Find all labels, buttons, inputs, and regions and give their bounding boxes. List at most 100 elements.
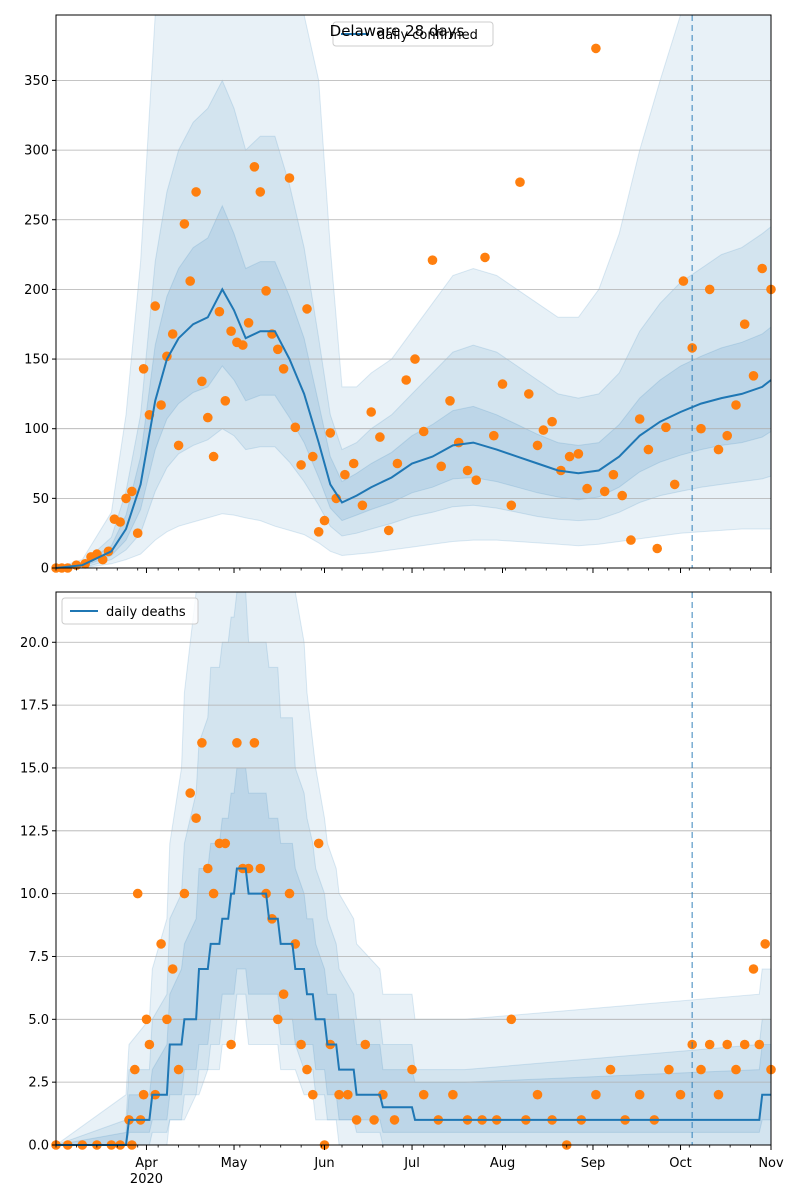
confirmed-observed-point — [427, 255, 438, 265]
deaths-observed-point — [754, 1039, 765, 1050]
confirmed-observed-point — [255, 187, 266, 197]
confirmed-observed-point — [392, 458, 403, 469]
deaths-axes-frame — [55, 591, 772, 1146]
confirmed-observed-point — [167, 329, 178, 339]
confirmed-observed-point — [445, 396, 455, 406]
confirmed-observed-point — [296, 460, 306, 470]
confirmed-observed-point — [249, 162, 260, 172]
confirmed-observed-point — [573, 449, 584, 459]
confirmed-observed-point — [357, 500, 368, 511]
deaths-observed-point — [731, 1064, 741, 1075]
confirmed-observed-point — [308, 451, 318, 462]
x-tick-label: Jul — [403, 1156, 420, 1171]
confirmed-observed-point — [757, 263, 767, 274]
confirmed-observed-point — [704, 284, 715, 295]
deaths-observed-point — [284, 888, 295, 899]
deaths-observed-point — [739, 1039, 750, 1050]
x-tick-label: Sep — [581, 1156, 606, 1171]
confirmed-observed-point — [652, 543, 662, 554]
confirmed-observed-point — [375, 432, 385, 442]
confirmed-gridlines — [56, 80, 771, 499]
deaths-observed-point — [156, 939, 166, 949]
confirmed-observed-point — [273, 344, 283, 355]
confirmed-observed-point — [661, 422, 671, 433]
confirmed-observed-point — [214, 306, 225, 317]
confirmed-observed-points — [51, 43, 776, 573]
confirmed-observed-point — [538, 425, 549, 435]
confirmed-observed-point — [748, 371, 759, 381]
deaths-observed-point — [278, 989, 289, 999]
deaths-y-tick-label: 7.5 — [28, 950, 49, 965]
confirmed-observed-point — [410, 354, 420, 364]
confirmed-observed-point — [471, 475, 482, 486]
confirmed-observed-point — [220, 396, 231, 406]
confirmed-observed-point — [179, 219, 190, 229]
deaths-observed-point — [296, 1039, 306, 1050]
confirmed-observed-point — [669, 479, 680, 490]
deaths-legend: daily deaths — [61, 597, 199, 625]
deaths-y-tick-label: 2.5 — [28, 1076, 49, 1091]
confirmed-observed-point — [489, 430, 499, 441]
confirmed-observed-point — [383, 525, 394, 536]
confirmed-y-tick-label: 250 — [24, 213, 49, 228]
x-tick-label: Aug — [490, 1156, 515, 1171]
confirmed-observed-point — [626, 535, 636, 545]
deaths-observed-point — [185, 788, 195, 798]
x-tick-label: Apr — [135, 1156, 158, 1171]
deaths-observed-point — [696, 1064, 706, 1075]
confirmed-observed-point — [591, 43, 601, 54]
confirmed-legend: daily confirmed — [332, 21, 494, 47]
confirmed-x-axis — [55, 568, 772, 573]
confirmed-observed-point — [185, 276, 195, 286]
confirmed-legend-label: daily confirmed — [377, 28, 478, 43]
deaths-observed-point — [722, 1039, 732, 1050]
confirmed-observed-point — [532, 440, 543, 451]
deaths-observed-point — [334, 1089, 344, 1100]
deaths-legend-box — [61, 597, 199, 625]
confirmed-observed-point — [226, 326, 236, 337]
deaths-observed-point — [605, 1064, 616, 1075]
x-tick-label: Jun — [313, 1156, 334, 1171]
deaths-observed-point — [591, 1089, 601, 1100]
confirmed-observed-point — [340, 469, 350, 480]
deaths-observed-point — [369, 1115, 379, 1125]
deaths-observed-point — [255, 863, 266, 874]
deaths-observed-point — [249, 738, 260, 748]
confirmed-observed-point — [617, 490, 627, 501]
deaths-observed-point — [664, 1064, 674, 1075]
deaths-observed-point — [506, 1014, 517, 1025]
deaths-observed-point — [203, 863, 213, 874]
deaths-observed-point — [167, 964, 178, 974]
deaths-observed-point — [130, 1064, 140, 1075]
deaths-observed-point — [138, 1089, 149, 1100]
confirmed-y-tick-label: 100 — [24, 422, 49, 437]
confirmed-observed-point — [713, 444, 724, 455]
deaths-observed-point — [448, 1089, 458, 1100]
deaths-observed-point — [173, 1064, 184, 1075]
confirmed-observed-point — [173, 440, 184, 451]
confirmed-observed-point — [643, 444, 654, 455]
deaths-model-line — [56, 867, 771, 1146]
deaths-y-tick-label: 17.5 — [20, 699, 49, 714]
chart-title: Delaware 28 days — [330, 22, 465, 40]
confirmed-y-axis: 0 50 100 150 200 250 300 350 — [24, 74, 56, 577]
deaths-observed-point — [675, 1089, 686, 1100]
deaths-observed-point — [389, 1115, 400, 1125]
confirmed-y-tick-label: 200 — [24, 283, 49, 298]
confirmed-observed-point — [261, 286, 271, 296]
confirmed-legend-box — [332, 21, 494, 47]
deaths-observed-point — [179, 888, 190, 899]
confirmed-observed-point — [203, 412, 213, 423]
confirmed-observed-point — [348, 458, 359, 469]
confirmed-observed-point — [696, 423, 706, 434]
deaths-observed-point — [308, 1089, 318, 1100]
deaths-observed-point — [162, 1014, 172, 1025]
deaths-observed-point — [141, 1014, 152, 1025]
confirmed-observed-point — [524, 389, 534, 399]
deaths-observed-point — [713, 1089, 724, 1100]
deaths-observed-point — [232, 738, 242, 748]
confirmed-observed-point — [325, 428, 336, 438]
confirmed-observed-point — [678, 276, 689, 286]
confirmed-observed-point — [319, 515, 330, 526]
